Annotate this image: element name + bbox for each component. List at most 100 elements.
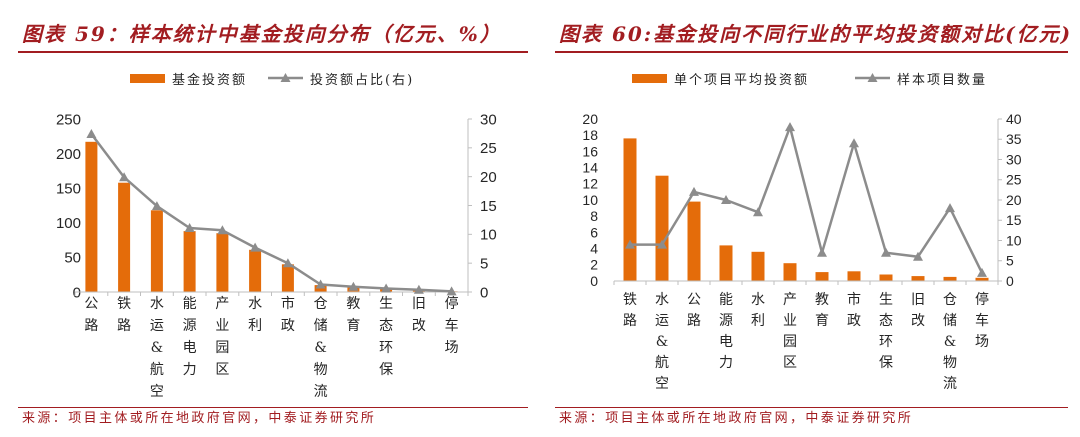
category-label: 产业园区 (783, 292, 797, 371)
category-char: 区 (215, 362, 229, 378)
category-label: 停车场 (975, 291, 989, 350)
legend-swatch-bar (632, 73, 667, 83)
category-char: 路 (687, 313, 701, 329)
category-label: 仓储 & 物流 (943, 292, 957, 392)
category-char: 政 (281, 318, 295, 334)
legend-item-line: 样本项目数量 (855, 70, 988, 88)
chart-title: 图表 60:基金投向不同行业的平均投资额对比(亿元) (559, 22, 1073, 46)
category-char: & (314, 340, 326, 356)
category-char: 育 (346, 318, 360, 334)
triangle-marker-icon (867, 73, 878, 82)
category-char: 教 (815, 292, 829, 308)
category-label: 停车场 (445, 295, 459, 356)
combo-bar-line-chart: 050100150200250051015202530公路铁路水运&航空能源电力… (56, 111, 497, 400)
category-char: 园 (783, 334, 797, 350)
y-right-tick-label: 20 (480, 169, 497, 186)
category-char: 态 (379, 318, 393, 334)
bar (975, 277, 989, 281)
category-label: 旧改 (911, 292, 925, 329)
category-char: 旧 (412, 296, 426, 312)
category-label: 公路 (687, 292, 701, 329)
chart-title: 图表 59：样本统计中基金投向分布（亿元、%） (22, 22, 502, 46)
line-marker (381, 283, 392, 293)
source-divider (555, 407, 1068, 408)
bar (216, 233, 229, 292)
bar (751, 251, 765, 281)
line-marker (657, 239, 667, 249)
y-left-tick-label: 100 (56, 215, 81, 232)
y-right-tick-label: 0 (1006, 273, 1014, 289)
category-char: 电 (183, 340, 197, 356)
category-label: 教育 (815, 292, 829, 329)
category-char: 能 (183, 296, 197, 312)
y-left-tick-label: 12 (582, 176, 598, 192)
category-char: 生 (379, 296, 393, 312)
bar (687, 201, 701, 281)
bar (150, 210, 163, 292)
bar (118, 182, 131, 292)
line-marker (86, 129, 97, 138)
line-marker (315, 279, 326, 289)
y-left-tick-label: 14 (582, 160, 598, 176)
category-char: 铁 (623, 292, 637, 308)
category-char: 空 (150, 384, 164, 400)
line-marker (721, 195, 731, 204)
y-left-tick-label: 20 (582, 111, 598, 127)
y-right-tick-label: 10 (480, 227, 497, 244)
legend-swatch-bar (130, 73, 165, 83)
line-marker (184, 223, 195, 232)
line-marker (348, 281, 359, 291)
category-char: 流 (314, 384, 328, 400)
y-left-tick-label: 150 (56, 180, 81, 197)
category-label: 水运 & 航空 (655, 292, 669, 392)
line-marker (753, 207, 763, 217)
category-label: 铁路 (623, 292, 637, 329)
y-left-tick-label: 16 (582, 143, 598, 159)
y-left-tick-label: 6 (590, 224, 598, 240)
line-marker (785, 122, 795, 132)
category-char: 公 (84, 296, 98, 312)
category-char: 场 (445, 340, 459, 356)
y-right-tick-label: 15 (480, 198, 497, 215)
category-char: 源 (719, 313, 733, 329)
category-char: 电 (719, 334, 733, 350)
legend-swatch-line (855, 73, 890, 82)
category-char: 环 (379, 340, 393, 356)
category-char: & (656, 334, 668, 350)
combo-bar-line-chart: 024681012141618200510152025303540铁路水运&航空… (582, 111, 1022, 392)
bar (879, 274, 893, 281)
category-char: 路 (623, 313, 637, 329)
category-char: 育 (815, 313, 829, 329)
category-label: 水运 & 航空 (150, 296, 164, 400)
line-marker (849, 138, 859, 148)
series-line (630, 125, 984, 274)
line-marker (945, 203, 955, 213)
bar (655, 175, 669, 281)
category-char: 储 (314, 318, 328, 334)
category-char: 教 (346, 296, 360, 312)
category-char: 改 (412, 318, 426, 334)
category-char: 产 (783, 292, 797, 308)
y-right-tick-label: 10 (1006, 232, 1022, 248)
category-label: 公路 (84, 296, 98, 334)
source-note: 来源：项目主体或所在地政府官网，中泰证券研究所 (22, 411, 377, 426)
y-right-tick-label: 20 (1006, 192, 1022, 208)
line-marker (282, 258, 293, 268)
y-left-tick-label: 250 (56, 111, 81, 128)
legend-label: 样本项目数量 (897, 72, 988, 88)
line-marker (413, 284, 424, 294)
category-char: 车 (445, 317, 459, 334)
category-char: 路 (84, 318, 98, 334)
category-char: 铁 (117, 296, 131, 312)
chart-panel-average-investment: 图表 60:基金投向不同行业的平均投资额对比(亿元) 单个项目平均投资额 样本项… (555, 0, 1070, 437)
y-right-tick-label: 25 (1006, 172, 1022, 188)
category-char: 环 (879, 334, 893, 350)
category-char: 流 (943, 376, 957, 392)
chart-panel-fund-distribution: 图表 59：样本统计中基金投向分布（亿元、%） 基金投资额 投资额占比(右) 0… (18, 0, 528, 437)
y-left-tick-label: 200 (56, 146, 81, 163)
y-right-tick-label: 40 (1006, 111, 1022, 127)
bar (249, 249, 262, 292)
category-char: 停 (445, 295, 459, 312)
series-line (90, 133, 452, 293)
category-char: 储 (943, 313, 957, 329)
